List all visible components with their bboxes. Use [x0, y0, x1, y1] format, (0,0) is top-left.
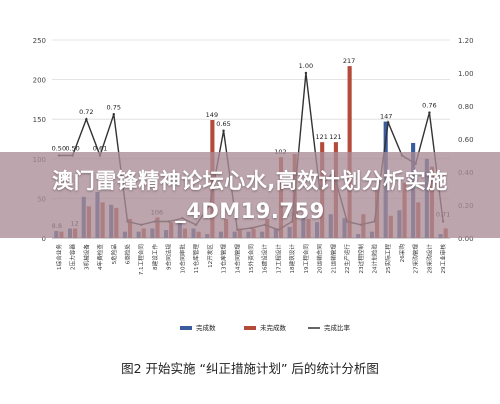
- legend-label: 未完成数: [260, 323, 287, 332]
- ratio-point: [112, 113, 115, 116]
- x-tick-label: 21运输管理: [329, 244, 337, 274]
- x-tick-label: 26采购: [398, 244, 406, 263]
- x-tick-label: 16建设设计: [261, 244, 269, 274]
- x-tick-label: 19工程合同: [302, 244, 310, 274]
- legend-swatch: [244, 326, 256, 330]
- y-right-tick-label: 0.60: [458, 136, 474, 144]
- y-left-tick-label: 150: [33, 116, 46, 124]
- x-tick-label: 27采购管理: [412, 244, 420, 274]
- x-tick-label: 13仓库管理: [220, 244, 228, 274]
- figure-caption: 图2 开始实施 “纠正措施计划” 后的统计分析图: [121, 361, 379, 376]
- x-tick-label: 28采购设计: [425, 244, 433, 274]
- bar-data-label: 217: [343, 57, 355, 65]
- x-tick-label: 15外资合同: [247, 244, 255, 274]
- y-left-tick-label: 200: [33, 77, 46, 85]
- line-data-label: 1.00: [299, 62, 313, 70]
- line-data-label: 0.61: [93, 145, 107, 153]
- line-data-label: 0.75: [107, 103, 121, 111]
- x-tick-label: 14合同管理: [233, 244, 241, 274]
- ratio-point: [85, 118, 88, 121]
- x-tick-label: 20运输合同: [316, 244, 324, 274]
- x-tick-label: 12开发区: [206, 244, 214, 268]
- line-data-label: 0.50: [65, 145, 79, 153]
- y-right-tick-label: 1.00: [458, 70, 474, 78]
- x-tick-label: 22生产运行: [343, 244, 351, 274]
- bar-data-label: 121: [329, 133, 341, 141]
- y-right-tick-label: 0.00: [458, 235, 474, 243]
- x-tick-label: 29工业审核: [439, 244, 447, 274]
- x-tick-label: 18建筑设计: [288, 244, 296, 274]
- line-data-label: 0.76: [422, 102, 436, 110]
- y-left-tick-label: 250: [33, 37, 46, 45]
- x-tick-label: 4年费检查: [96, 244, 104, 270]
- line-data-label: 0.65: [216, 120, 230, 128]
- legend-swatch: [180, 326, 192, 330]
- y-right-tick-label: 0.80: [458, 103, 474, 111]
- bar-data-label: 147: [380, 113, 392, 121]
- overlay-text: 澳门雷锋精神论坛心水,高效计划分析实施_4DM19.759: [52, 169, 448, 223]
- legend-label: 完成比率: [324, 323, 351, 332]
- x-tick-label: 5危险品: [110, 244, 118, 265]
- x-tick-label: 8建设工作: [151, 244, 159, 270]
- x-tick-label: 7.1工程合同: [137, 244, 145, 276]
- x-tick-label: 3机械设备: [82, 244, 90, 270]
- x-tick-label: 23过程控制: [357, 244, 365, 274]
- x-tick-label: 2压力容器: [69, 244, 77, 270]
- y-right-tick-label: 1.20: [458, 37, 474, 45]
- ratio-point: [387, 121, 390, 124]
- x-tick-label: 1综合业务: [55, 244, 63, 270]
- line-data-label: 0.50: [52, 145, 66, 153]
- line-data-label: 0.72: [79, 108, 93, 116]
- x-tick-label: 6商检处: [123, 244, 131, 265]
- x-tick-label: 25实际工程: [384, 244, 392, 274]
- x-tick-label: 17工程设计: [274, 244, 282, 274]
- ratio-point: [428, 111, 431, 114]
- y-left-tick-label: 0: [42, 235, 46, 243]
- overlay-banner: [0, 152, 500, 238]
- x-tick-label: 9合同法规: [165, 244, 173, 270]
- x-tick-label: 11仓库管理: [192, 244, 200, 274]
- bar-data-label: 121: [315, 133, 327, 141]
- legend-label: 完成数: [196, 323, 216, 332]
- ratio-point: [222, 129, 225, 132]
- ratio-point: [304, 71, 308, 75]
- x-tick-label: 24计划检验: [371, 244, 379, 274]
- bar-data-label: 149: [206, 111, 218, 119]
- x-tick-label: 10合同审批: [178, 244, 186, 274]
